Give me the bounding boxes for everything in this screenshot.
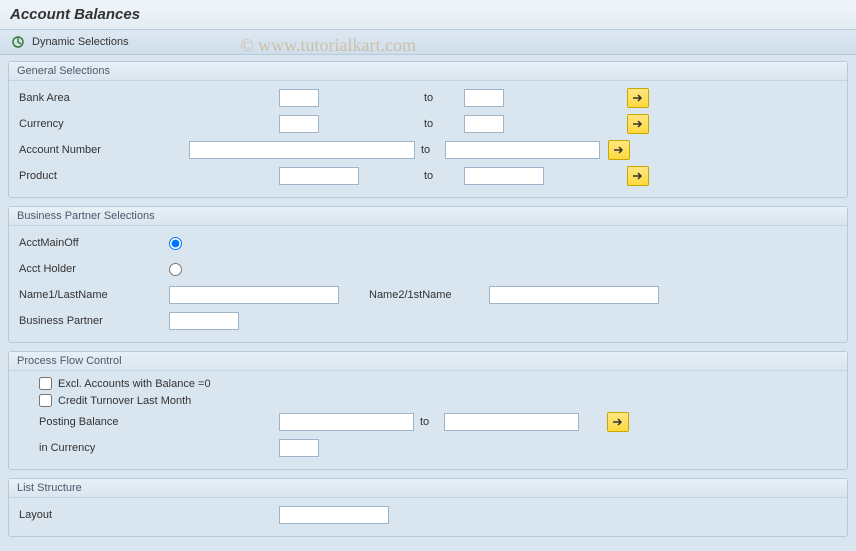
group-process-flow: Process Flow Control Excl. Accounts with… (8, 351, 848, 470)
label-name1: Name1/LastName (19, 289, 169, 301)
label-bank-area: Bank Area (19, 92, 169, 104)
multi-select-currency[interactable] (627, 114, 649, 134)
toolbar: Dynamic Selections (0, 30, 856, 55)
row-acct-holder: Acct Holder (19, 258, 837, 280)
content-area: General Selections Bank Area to Currency… (0, 55, 856, 551)
group-title-pfc: Process Flow Control (9, 352, 847, 371)
input-bank-area-from[interactable] (279, 89, 319, 107)
label-to-3: to (415, 144, 445, 156)
label-product: Product (19, 170, 169, 182)
checkbox-excl-zero[interactable] (39, 377, 52, 390)
input-bank-area-to[interactable] (464, 89, 504, 107)
row-excl-zero: Excl. Accounts with Balance =0 (19, 377, 837, 390)
radio-acct-holder[interactable] (169, 263, 182, 276)
label-name2: Name2/1stName (369, 289, 489, 301)
group-list-structure: List Structure Layout (8, 478, 848, 537)
input-posting-balance-to[interactable] (444, 413, 579, 431)
page-title: Account Balances (10, 6, 846, 23)
input-product-from[interactable] (279, 167, 359, 185)
group-title-list: List Structure (9, 479, 847, 498)
label-posting-balance: Posting Balance (19, 416, 169, 428)
label-business-partner: Business Partner (19, 315, 169, 327)
row-product: Product to (19, 165, 837, 187)
dynamic-selections-label[interactable]: Dynamic Selections (32, 36, 129, 48)
group-title-general: General Selections (9, 62, 847, 81)
label-to-2: to (414, 118, 464, 130)
input-in-currency[interactable] (279, 439, 319, 457)
input-name1[interactable] (169, 286, 339, 304)
row-business-partner: Business Partner (19, 310, 837, 332)
label-acct-main-off: AcctMainOff (19, 237, 169, 249)
row-bank-area: Bank Area to (19, 87, 837, 109)
input-currency-from[interactable] (279, 115, 319, 133)
input-currency-to[interactable] (464, 115, 504, 133)
label-acct-holder: Acct Holder (19, 263, 169, 275)
input-product-to[interactable] (464, 167, 544, 185)
label-to-5: to (414, 416, 444, 428)
label-account-number: Account Number (19, 144, 169, 156)
input-name2[interactable] (489, 286, 659, 304)
multi-select-posting-balance[interactable] (607, 412, 629, 432)
label-layout: Layout (19, 509, 169, 521)
label-in-currency: in Currency (19, 442, 169, 454)
multi-select-account-number[interactable] (608, 140, 630, 160)
row-in-currency: in Currency (19, 437, 837, 459)
row-acct-main-off: AcctMainOff (19, 232, 837, 254)
input-business-partner[interactable] (169, 312, 239, 330)
multi-select-product[interactable] (627, 166, 649, 186)
title-bar: Account Balances (0, 0, 856, 30)
row-account-number: Account Number to (19, 139, 837, 161)
row-layout: Layout (19, 504, 837, 526)
row-credit-turnover: Credit Turnover Last Month (19, 394, 837, 407)
dynamic-selections-icon[interactable] (10, 34, 26, 50)
row-currency: Currency to (19, 113, 837, 135)
row-names: Name1/LastName Name2/1stName (19, 284, 837, 306)
group-business-partner: Business Partner Selections AcctMainOff … (8, 206, 848, 343)
row-posting-balance: Posting Balance to (19, 411, 837, 433)
group-general-selections: General Selections Bank Area to Currency… (8, 61, 848, 198)
label-to-1: to (414, 92, 464, 104)
label-to-4: to (414, 170, 464, 182)
input-posting-balance-from[interactable] (279, 413, 414, 431)
radio-acct-main-off[interactable] (169, 237, 182, 250)
label-excl-zero: Excl. Accounts with Balance =0 (58, 378, 211, 390)
input-account-number-from[interactable] (189, 141, 415, 159)
input-account-number-to[interactable] (445, 141, 600, 159)
checkbox-credit-turnover[interactable] (39, 394, 52, 407)
group-title-bp: Business Partner Selections (9, 207, 847, 226)
label-credit-turnover: Credit Turnover Last Month (58, 395, 191, 407)
multi-select-bank-area[interactable] (627, 88, 649, 108)
input-layout[interactable] (279, 506, 389, 524)
label-currency: Currency (19, 118, 169, 130)
